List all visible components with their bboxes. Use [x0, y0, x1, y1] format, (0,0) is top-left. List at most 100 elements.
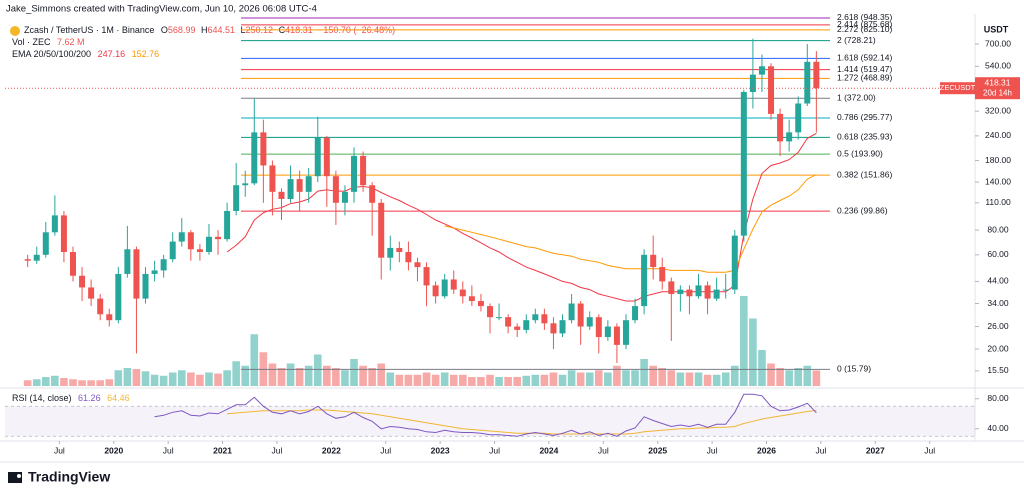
- candle-body: [305, 176, 312, 192]
- volume-bar: [486, 374, 494, 386]
- candle-body: [360, 155, 367, 186]
- candle-body: [786, 132, 793, 142]
- y-tick-label: 15.50: [987, 365, 1009, 375]
- price-tag-value: 418.31: [985, 77, 1011, 87]
- volume-bar: [694, 372, 703, 386]
- fib-label: 2.272 (825.10): [837, 24, 892, 34]
- candle-body: [650, 254, 657, 268]
- rsi-band: [5, 406, 975, 437]
- volume-bar: [685, 372, 694, 386]
- candle-body: [541, 314, 548, 324]
- candle-body: [351, 155, 358, 192]
- candle-body: [668, 281, 675, 294]
- candle-body: [260, 132, 267, 166]
- fib-label: 0.618 (235.93): [837, 132, 892, 142]
- volume-bar: [594, 370, 603, 386]
- currency: USDT: [984, 24, 1009, 34]
- volume-bar: [323, 365, 331, 386]
- volume-bar: [141, 371, 150, 386]
- volume-bar: [495, 377, 503, 386]
- candle-body: [215, 236, 222, 240]
- candle-body: [69, 251, 76, 276]
- volume-bar: [114, 370, 123, 386]
- symbol: Zcash / TetherUS · 1M · Binance: [24, 25, 154, 35]
- volume-bar: [730, 365, 739, 386]
- rsi-line: [154, 393, 817, 437]
- fib-label: 2.414 (875.68): [837, 19, 892, 29]
- ema20-value: 247.16: [98, 49, 126, 59]
- fib-label: 0.382 (151.86): [837, 169, 892, 179]
- fib-label: 1.272 (468.89): [837, 73, 892, 83]
- brand-icon: [8, 472, 22, 483]
- volume-bar: [313, 354, 322, 386]
- y-tick-label: 140.00: [985, 176, 1011, 186]
- fib-label: 1.618 (592.14): [837, 53, 892, 63]
- candle-body: [142, 273, 149, 299]
- candle-body: [160, 259, 167, 271]
- price-tag-countdown: 20d 14h: [983, 88, 1012, 97]
- candle-body: [713, 289, 720, 299]
- y-tick-label: 180.00: [985, 155, 1011, 165]
- candle-body: [722, 289, 729, 291]
- volume-bar: [631, 370, 639, 386]
- ticker-tag: [940, 82, 975, 95]
- volume-bar: [250, 334, 259, 386]
- volume-bar: [196, 374, 204, 386]
- volume-title: Vol · ZEC: [12, 37, 51, 47]
- volume-bar: [241, 365, 250, 386]
- x-tick-label: Jul: [598, 445, 609, 455]
- fib-label: 2.618 (948.35): [837, 12, 892, 22]
- volume-bar: [150, 374, 159, 386]
- volume-bar: [459, 374, 467, 386]
- volume-bar: [749, 318, 757, 386]
- fib-label: 1 (372.00): [837, 93, 876, 103]
- volume-bar: [177, 370, 186, 386]
- candle-body: [115, 273, 122, 321]
- volume-bar: [359, 365, 367, 386]
- brand-name: TradingView: [28, 469, 110, 485]
- volume-bar: [232, 361, 240, 386]
- volume-bar: [522, 375, 531, 386]
- volume-bar: [712, 374, 721, 386]
- rsi-tick-label: 40.00: [987, 423, 1009, 433]
- axes: 700.00 540.00 320.00 240.00 180.00 140.00 110.…: [54, 38, 1020, 455]
- candle-body: [323, 137, 330, 177]
- candle-body: [550, 323, 557, 334]
- volume-bar: [386, 372, 395, 386]
- candle-body: [269, 165, 276, 192]
- candle-body: [332, 176, 339, 203]
- candle-body: [151, 270, 158, 274]
- volume-bar: [404, 374, 413, 386]
- volume-bar: [268, 363, 277, 386]
- y-tick-label: 320.00: [985, 105, 1011, 115]
- candle-body: [178, 232, 185, 242]
- candle-body: [314, 137, 321, 177]
- candle-body: [641, 254, 648, 307]
- candle-body: [124, 249, 131, 274]
- main-pane: 0 (15.79) 0.236 (99.86) 0.382 (151.86) 0.5 …: [5, 12, 975, 386]
- candle-body: [33, 254, 40, 261]
- volume-bar: [413, 374, 422, 386]
- x-tick-label: Jul: [707, 445, 718, 455]
- candle-body: [468, 296, 475, 302]
- candle-body: [704, 285, 711, 299]
- candle-body: [559, 320, 566, 334]
- volume-bar: [341, 370, 349, 386]
- ema-line: [444, 174, 817, 273]
- volume-bar: [567, 370, 576, 386]
- x-tick-label: Jul: [272, 445, 283, 455]
- candle-body: [378, 202, 385, 258]
- candle-body: [414, 262, 421, 268]
- ema-line: EMA 20/50/100/200 247.16 152.76: [12, 49, 159, 59]
- y-tick-label: 34.00: [987, 298, 1009, 308]
- volume-bar: [368, 368, 376, 386]
- volume-bar: [51, 375, 59, 386]
- volume-bar: [477, 377, 485, 386]
- y-tick-label: 240.00: [985, 130, 1011, 140]
- volume-bar: [658, 368, 667, 386]
- candle-body: [804, 61, 811, 104]
- candle-body: [731, 235, 738, 290]
- volume-bar: [513, 377, 521, 386]
- candle-body: [514, 326, 521, 330]
